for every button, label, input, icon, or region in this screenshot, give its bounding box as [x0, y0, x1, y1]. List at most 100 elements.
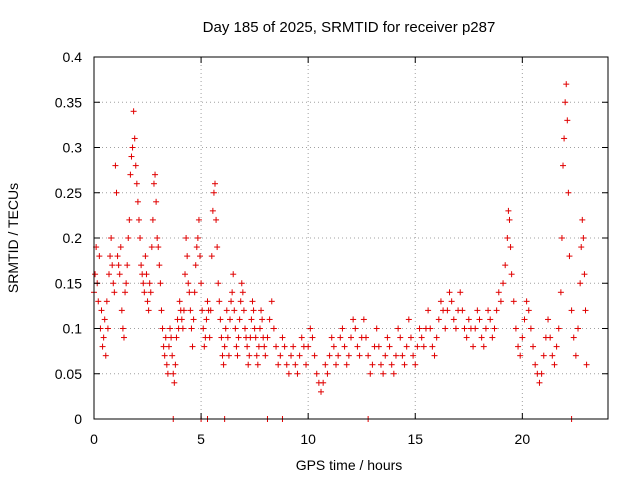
data-point — [375, 343, 382, 350]
data-point — [298, 334, 305, 341]
data-point — [172, 361, 179, 368]
data-point — [365, 352, 372, 359]
data-point — [178, 316, 185, 323]
data-point — [506, 216, 513, 223]
data-point — [223, 307, 230, 314]
data-point — [564, 117, 571, 124]
data-point — [225, 352, 232, 359]
data-point — [352, 325, 359, 332]
data-point — [170, 370, 177, 377]
data-point — [159, 325, 166, 332]
data-point — [305, 343, 312, 350]
data-point — [173, 334, 180, 341]
data-point — [395, 325, 402, 332]
data-point — [134, 198, 141, 205]
data-point — [111, 289, 118, 296]
data-point — [153, 198, 160, 205]
data-point — [461, 325, 468, 332]
data-point — [268, 298, 275, 305]
data-point — [390, 370, 397, 377]
data-point — [264, 334, 271, 341]
data-point — [561, 135, 568, 142]
data-point — [142, 253, 149, 260]
data-point — [135, 216, 142, 223]
y-tick-label: 0 — [74, 411, 82, 427]
data-point — [164, 370, 171, 377]
data-point — [220, 361, 227, 368]
data-point — [311, 352, 318, 359]
data-point — [493, 307, 500, 314]
data-point — [577, 280, 584, 287]
data-point — [155, 244, 162, 251]
data-point — [437, 298, 444, 305]
data-point — [115, 262, 122, 269]
data-point — [229, 289, 236, 296]
data-point — [113, 189, 120, 196]
data-point — [188, 325, 195, 332]
data-point — [160, 343, 167, 350]
data-point — [213, 216, 220, 223]
data-point — [403, 343, 410, 350]
data-point — [489, 334, 496, 341]
data-point — [226, 316, 233, 323]
data-point — [132, 162, 139, 169]
x-tick-label: 5 — [197, 431, 205, 447]
data-point — [324, 370, 331, 377]
data-point — [222, 325, 229, 332]
data-point — [582, 307, 589, 314]
data-point — [309, 334, 316, 341]
data-point — [457, 289, 464, 296]
data-point — [235, 334, 242, 341]
data-point — [137, 235, 144, 241]
data-point — [262, 352, 269, 359]
data-point — [118, 307, 125, 314]
data-point — [125, 235, 132, 241]
data-point — [431, 352, 438, 359]
data-point — [570, 334, 577, 341]
data-point — [191, 289, 198, 296]
axis-ticks: 0 0.05 0.1 0.15 0.2 0.25 0.3 0.35 0.4 0 5 10 15 20 — [55, 49, 608, 447]
data-point — [326, 352, 333, 359]
data-point — [138, 262, 145, 269]
data-point — [322, 361, 329, 368]
data-point — [558, 235, 565, 241]
data-point — [360, 316, 367, 323]
data-point — [273, 343, 280, 350]
data-point — [290, 343, 297, 350]
data-point — [236, 316, 243, 323]
data-point — [348, 334, 354, 341]
data-point — [204, 298, 211, 305]
y-tick-label: 0.15 — [55, 275, 82, 291]
data-point — [212, 180, 219, 187]
data-point — [442, 325, 449, 332]
data-point — [130, 108, 137, 115]
data-point — [244, 343, 251, 350]
data-point — [149, 216, 156, 223]
data-point — [416, 325, 423, 332]
y-tick-label: 0.25 — [55, 185, 82, 201]
data-point — [114, 253, 121, 260]
data-point — [283, 361, 290, 368]
data-point — [399, 352, 406, 359]
data-point — [465, 316, 472, 323]
data-point — [318, 388, 325, 395]
x-tick-label: 0 — [90, 431, 98, 447]
data-point — [184, 253, 191, 260]
data-point — [247, 334, 254, 341]
data-point — [401, 361, 408, 368]
data-point — [435, 316, 442, 323]
data-point — [145, 307, 152, 314]
y-axis-label: SRMTID / TECUs — [5, 183, 21, 293]
data-point — [328, 334, 335, 341]
data-point — [578, 244, 585, 251]
data-point — [330, 343, 337, 350]
data-point — [530, 343, 537, 350]
data-point — [163, 361, 170, 368]
y-tick-label: 0.3 — [63, 140, 83, 156]
data-point — [320, 379, 327, 386]
data-point — [228, 298, 235, 305]
data-point — [259, 316, 266, 323]
data-point — [572, 352, 579, 359]
data-point — [579, 216, 586, 223]
x-tick-label: 15 — [407, 431, 423, 447]
